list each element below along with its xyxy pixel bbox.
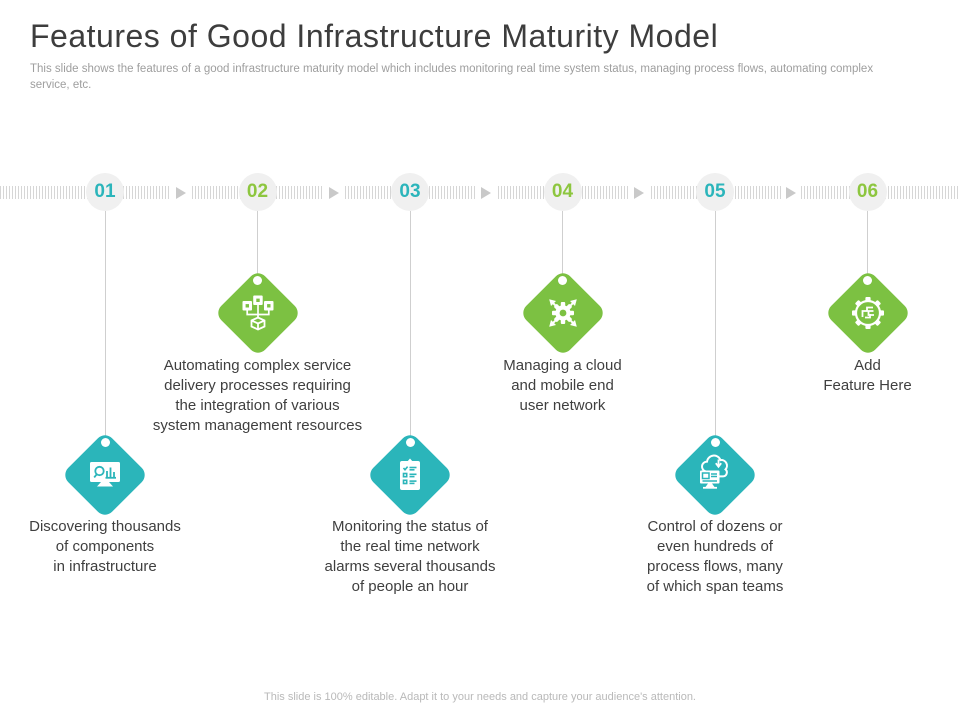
timeline-arrow-icon (324, 183, 344, 202)
feature-diamond (671, 431, 759, 519)
timeline-arrow-icon (781, 183, 801, 202)
milestone-number: 01 (86, 173, 124, 211)
footer-note: This slide is 100% editable. Adapt it to… (264, 691, 696, 703)
diamond-tip-dot (558, 276, 567, 285)
feature-text: Add Feature Here (823, 357, 912, 394)
diamond-tip-dot (405, 438, 415, 447)
diamond-tip-dot (253, 276, 262, 285)
gear-circuit-icon (844, 289, 892, 337)
feature-text: Monitoring the status of the real time n… (324, 518, 496, 595)
feature-diamond (61, 431, 149, 519)
connector-line (104, 211, 106, 443)
feature-text: Managing a cloud and mobile end user net… (503, 357, 622, 414)
feature-text: Automating complex service delivery proc… (152, 357, 363, 434)
diamond-tip-dot (710, 438, 720, 447)
feature-diamond (366, 431, 454, 519)
timeline-arrow-icon (171, 183, 191, 202)
page-title: Features of Good Infrastructure Maturity… (30, 18, 719, 54)
gear-expand-arrows-icon (539, 289, 587, 337)
diamond-tip-dot (863, 276, 872, 285)
feature-diamond (823, 269, 912, 357)
timeline-arrow-icon (629, 183, 649, 202)
package-distribution-icon (234, 289, 282, 337)
milestone-number: 06 (848, 173, 887, 211)
milestone-number: 04 (543, 173, 582, 211)
milestone-number: 02 (238, 173, 277, 211)
connector-line (867, 211, 868, 281)
milestone-number: 03 (391, 173, 429, 211)
diamond-tip-dot (100, 438, 110, 447)
feature-diamond (518, 269, 607, 357)
cloud-computer-icon (691, 451, 739, 499)
milestone-number: 05 (696, 173, 734, 211)
clipboard-checklist-icon (386, 451, 434, 499)
feature-diamond (213, 269, 302, 357)
slide-subtitle: This slide shows the features of a good … (30, 63, 874, 91)
connector-line (562, 211, 563, 281)
connector-line (257, 211, 258, 281)
connector-line (409, 211, 411, 443)
monitor-search-icon (81, 451, 129, 499)
connector-line (714, 211, 716, 443)
timeline-arrow-icon (476, 183, 496, 202)
feature-text: Control of dozens or even hundreds of pr… (646, 518, 784, 595)
feature-text: Discovering thousands of components in i… (29, 518, 181, 575)
